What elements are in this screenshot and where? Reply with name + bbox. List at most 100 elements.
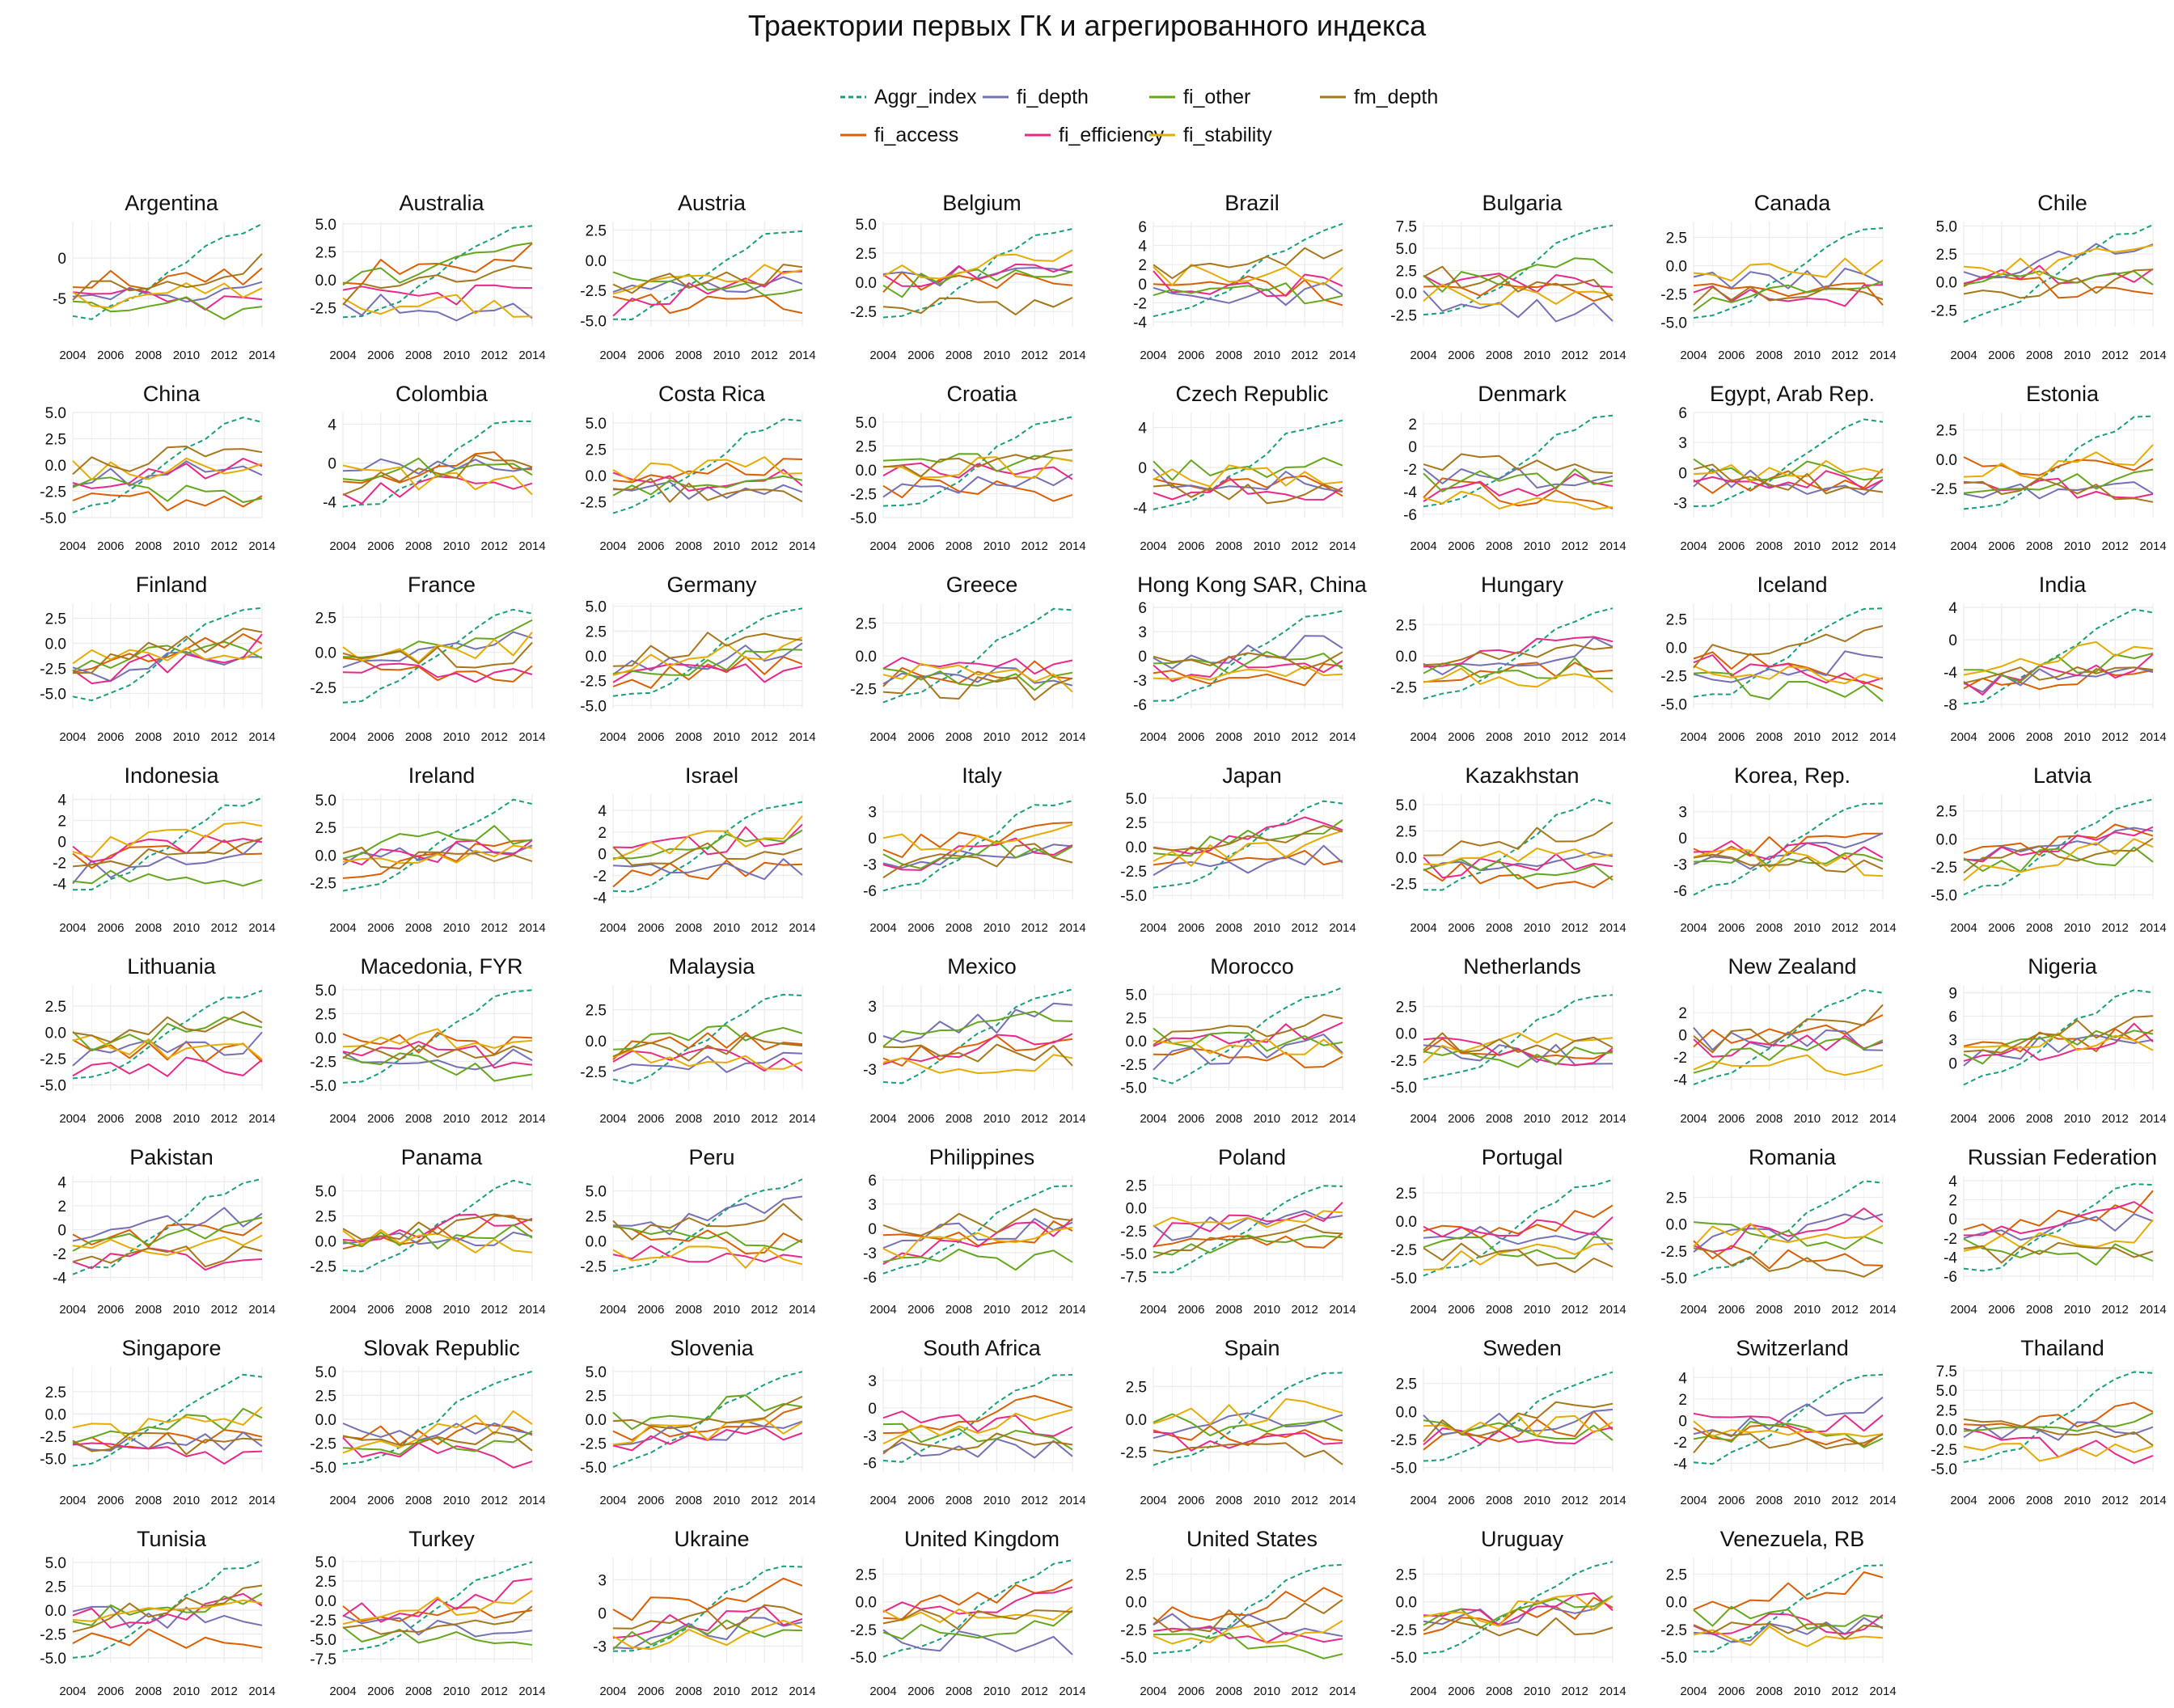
y-tick-label: -5.0 xyxy=(1120,1246,1147,1263)
y-tick-label: 5.0 xyxy=(45,1555,66,1572)
y-tick-label: 4 xyxy=(57,793,66,810)
panel-title: Macedonia, FYR xyxy=(360,954,522,979)
series-line-fm-depth xyxy=(1963,837,2154,874)
x-tick-label: 2004 xyxy=(59,921,86,935)
legend-swatch xyxy=(1149,133,1175,137)
x-tick-label: 2014 xyxy=(1869,539,1896,553)
series-line-fi-efficiency xyxy=(1693,1613,1884,1635)
series-line-fi-efficiency xyxy=(72,1247,263,1271)
series-line-fm-depth xyxy=(1153,484,1343,505)
panel-gridlines xyxy=(612,985,803,1090)
x-tick-label: 2014 xyxy=(1869,1685,1896,1698)
y-tick-label: 6 xyxy=(1138,219,1147,236)
x-tick-label: 2006 xyxy=(1988,1112,2015,1126)
y-tick-label: -2.5 xyxy=(40,1051,66,1068)
x-tick-label: 2004 xyxy=(59,349,86,362)
series-line-fm-depth xyxy=(1693,1004,1884,1054)
series-line-fi-depth xyxy=(1693,832,1884,870)
y-tick-label: -2.5 xyxy=(1120,1224,1147,1241)
series-line-aggr-index xyxy=(1153,1372,1343,1466)
y-tick-label: 5.0 xyxy=(1126,791,1147,808)
series-line-fi-efficiency xyxy=(1153,476,1343,501)
panel-title: Chile xyxy=(2037,191,2087,215)
series-line-aggr-index xyxy=(882,1559,1073,1658)
x-tick-label: 2006 xyxy=(1718,1685,1745,1698)
panel-title: United Kingdom xyxy=(904,1527,1060,1551)
series-line-fi-stability xyxy=(1423,667,1614,693)
x-tick-label: 2014 xyxy=(789,921,815,935)
series-line-fi-stability xyxy=(72,647,263,665)
x-tick-label: 2004 xyxy=(1950,1494,1977,1507)
panel-hungary: Hungary 2.5 0.0 -2.5 2004 2006 2008 2010 2012 201… xyxy=(1390,573,1626,744)
panel-title: Thailand xyxy=(2020,1336,2104,1360)
x-tick-label: 2006 xyxy=(1448,1303,1474,1317)
x-tick-label: 2004 xyxy=(869,1303,896,1317)
y-tick-label: 0 xyxy=(598,1605,607,1622)
series-line-aggr-index xyxy=(1423,798,1614,891)
y-tick-label: -2.5 xyxy=(850,486,877,503)
y-tick-label: 2.5 xyxy=(45,999,66,1016)
series-line-fi-stability xyxy=(1423,490,1614,510)
x-tick-label: 2010 xyxy=(2064,730,2091,744)
y-tick-label: -5.0 xyxy=(1660,1650,1687,1667)
x-tick-label: 2006 xyxy=(1448,1112,1474,1126)
x-tick-label: 2014 xyxy=(518,1303,545,1317)
series-line-aggr-index xyxy=(882,1185,1073,1275)
series-line-fi-stability xyxy=(72,282,263,309)
y-tick-label: 2.5 xyxy=(1936,423,1957,440)
x-tick-label: 2008 xyxy=(2026,921,2053,935)
x-tick-label: 2004 xyxy=(59,1112,86,1126)
y-tick-label: 0 xyxy=(1138,277,1147,294)
y-tick-label: 7.5 xyxy=(1936,1363,1957,1380)
y-tick-label: -5.0 xyxy=(850,510,877,527)
x-tick-label: 2014 xyxy=(248,1494,275,1507)
x-tick-label: 2012 xyxy=(2102,1112,2129,1126)
series-line-fi-access xyxy=(612,294,803,315)
y-tick-label: -2.5 xyxy=(1120,1057,1147,1074)
panel-gridlines xyxy=(1693,1176,1884,1281)
series-line-fi-depth xyxy=(1963,481,2154,500)
legend-swatch xyxy=(1149,95,1175,99)
y-tick-label: -3 xyxy=(1133,673,1147,690)
x-tick-label: 2004 xyxy=(329,730,356,744)
panel-slovenia: Slovenia 5.0 2.5 0.0 -2.5 -5.0 2004 2006 2008 201… xyxy=(580,1336,815,1507)
x-tick-label: 2014 xyxy=(2139,349,2166,362)
x-tick-label: 2008 xyxy=(945,1112,972,1126)
x-tick-label: 2014 xyxy=(789,539,815,553)
y-tick-label: -2.5 xyxy=(580,1258,607,1275)
x-tick-label: 2008 xyxy=(1486,1494,1512,1507)
x-tick-label: 2014 xyxy=(1059,349,1085,362)
series-line-fi-access xyxy=(1963,456,2154,476)
panel-title: Colombia xyxy=(395,382,489,406)
legend-label: Aggr_index xyxy=(874,86,977,108)
panel-gridlines xyxy=(612,412,803,518)
series-line-fi-efficiency xyxy=(342,662,533,683)
series-line-fi-other xyxy=(1153,1234,1343,1256)
y-tick-label: 0 xyxy=(328,456,336,473)
panel-denmark: Denmark 2 0 -2 -4 -6 2004 2006 2008 2010 2012 2014 xyxy=(1403,382,1626,553)
y-tick-label: 4 xyxy=(1678,1370,1687,1387)
x-tick-label: 2010 xyxy=(983,349,1010,362)
x-tick-label: 2004 xyxy=(1410,349,1436,362)
y-tick-label: -5.0 xyxy=(1390,1080,1417,1097)
x-tick-label: 2006 xyxy=(637,539,664,553)
y-tick-label: 2.5 xyxy=(315,1574,336,1591)
y-tick-label: 4 xyxy=(1138,239,1147,256)
x-tick-label: 2008 xyxy=(135,1303,162,1317)
y-tick-label: 2.5 xyxy=(1936,1402,1957,1419)
series-line-fi-efficiency xyxy=(882,1033,1073,1066)
x-tick-label: 2004 xyxy=(59,1494,86,1507)
panel-title: Costa Rica xyxy=(658,382,766,406)
series-line-fm-depth xyxy=(72,837,263,868)
x-tick-label: 2014 xyxy=(248,1303,275,1317)
x-tick-label: 2010 xyxy=(1524,1112,1550,1126)
x-tick-label: 2008 xyxy=(945,1303,972,1317)
x-tick-label: 2006 xyxy=(97,921,124,935)
x-tick-label: 2004 xyxy=(59,1303,86,1317)
panel-gridlines xyxy=(882,1367,1073,1472)
series-line-fi-access xyxy=(72,633,263,674)
panel-title: Netherlands xyxy=(1463,954,1581,979)
y-tick-label: 3 xyxy=(1678,435,1687,452)
x-tick-label: 2014 xyxy=(2139,921,2166,935)
x-tick-label: 2004 xyxy=(1410,730,1436,744)
